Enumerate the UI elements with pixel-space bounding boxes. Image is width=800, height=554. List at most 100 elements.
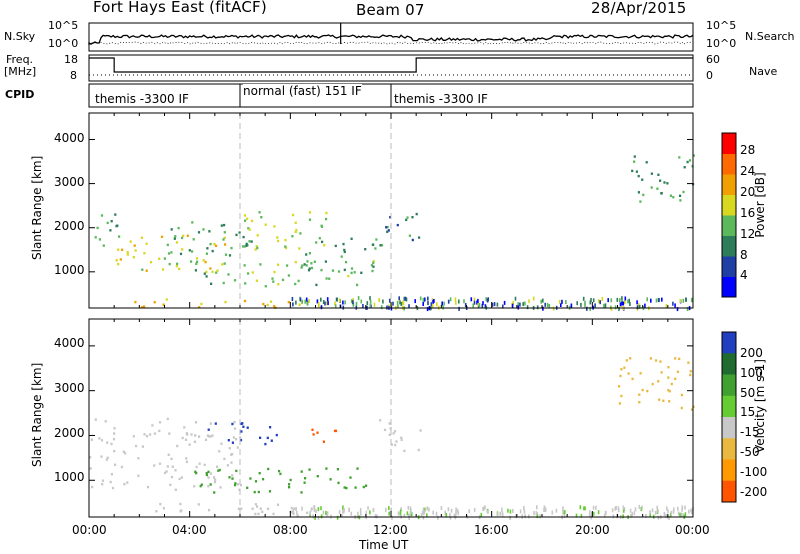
echo-cell [145, 269, 148, 272]
echo-cell [637, 174, 640, 178]
power-colorbar-border [721, 132, 737, 298]
echo-cell [662, 399, 665, 402]
echo-cell [290, 506, 293, 510]
echo-cell [240, 507, 243, 510]
echo-cell [149, 433, 152, 436]
echo-cell [247, 227, 250, 230]
speckle-cell [584, 303, 586, 308]
power-colorbar [721, 132, 737, 298]
speckle-cell [422, 302, 424, 306]
speckle-cell [491, 302, 494, 307]
echo-cell [656, 187, 659, 190]
echo-cell [167, 453, 170, 456]
echo-cell [206, 247, 209, 250]
speckle-cell [579, 505, 582, 510]
speckle-cell [473, 507, 476, 512]
speckle-cell [544, 507, 547, 512]
echo-cell [194, 470, 197, 473]
echo-cell [176, 444, 179, 448]
echo-cell [230, 461, 233, 464]
echo-cell [308, 211, 311, 214]
speckle-cell [428, 507, 430, 512]
echo-cell [667, 376, 670, 379]
echo-cell [217, 469, 220, 472]
echo-cell [328, 277, 331, 280]
speckle-cell [482, 301, 484, 306]
speckle-cell [672, 509, 675, 514]
speckle-cell [372, 507, 375, 512]
speckle-cell [603, 303, 605, 308]
power-ylabel: Slant Range [km] [30, 155, 44, 260]
velocity-colorbar [721, 331, 737, 503]
speckle-cell [611, 508, 614, 513]
speckle-cell [407, 505, 410, 510]
echo-cell [379, 244, 382, 247]
echo-cell [405, 218, 408, 222]
speckle-cell [624, 296, 627, 301]
echo-cell [205, 275, 208, 278]
echo-cell [106, 456, 109, 459]
echo-cell [254, 512, 257, 516]
speckle-cell [295, 300, 297, 305]
speckle-cell [681, 505, 684, 510]
echo-cell [170, 228, 173, 231]
echo-cell [623, 366, 626, 369]
speckle-cell [424, 297, 426, 302]
speckle-cell [399, 300, 401, 305]
noise-search-trace [88, 41, 694, 46]
speckle-cell [306, 301, 309, 306]
speckle-cell [456, 508, 459, 513]
speckle-cell [604, 513, 606, 518]
echo-cell [175, 264, 178, 268]
power-colorbar-swatch-2 [722, 235, 736, 257]
echo-cell [153, 432, 156, 435]
nave-label: Nave [749, 65, 778, 78]
speckle-cell [400, 302, 403, 306]
echo-cell [316, 475, 319, 478]
echo-cell [256, 234, 259, 237]
speckle-cell [320, 305, 323, 310]
speckle-cell [512, 300, 514, 305]
echo-cell [223, 231, 226, 234]
speckle-cell [299, 297, 302, 302]
echo-cell [262, 302, 265, 306]
echo-cell [110, 442, 113, 446]
speckle-cell [523, 509, 526, 514]
echo-cell [211, 270, 214, 273]
echo-cell [207, 485, 210, 488]
echo-cell [275, 433, 278, 437]
echo-cell [258, 211, 261, 214]
speckle-cell [610, 298, 613, 303]
speckle-cell [477, 298, 479, 303]
speckle-cell [668, 516, 670, 521]
echo-cell [168, 432, 171, 435]
echo-cell [235, 438, 238, 441]
speckle-cell [317, 302, 320, 307]
echo-cell [308, 252, 311, 255]
echo-cell [146, 434, 149, 438]
echo-cell [350, 267, 354, 270]
echo-cell [667, 389, 670, 392]
speckle-cell [615, 505, 617, 510]
speckle-cell [592, 298, 595, 303]
speckle-cell [667, 509, 669, 514]
speckle-cell [629, 508, 632, 513]
speckle-cell [597, 510, 600, 515]
echo-cell [266, 436, 269, 440]
speckle-cell [443, 301, 445, 306]
echo-cell [289, 478, 292, 482]
echo-cell [325, 467, 328, 470]
echo-cell [276, 503, 280, 506]
echo-cell [255, 279, 258, 282]
noise-traces [88, 23, 694, 46]
echo-cell [304, 477, 307, 480]
echo-cell [194, 421, 198, 424]
echo-cell [118, 235, 121, 238]
echo-cell [315, 283, 318, 287]
speckle-cell [342, 505, 344, 510]
velocity-ytick-3000: 3000 [54, 381, 85, 395]
echo-cell [255, 245, 258, 248]
speckle-cell [612, 514, 615, 519]
speckle-cell [548, 304, 551, 308]
echo-cell [683, 166, 686, 169]
